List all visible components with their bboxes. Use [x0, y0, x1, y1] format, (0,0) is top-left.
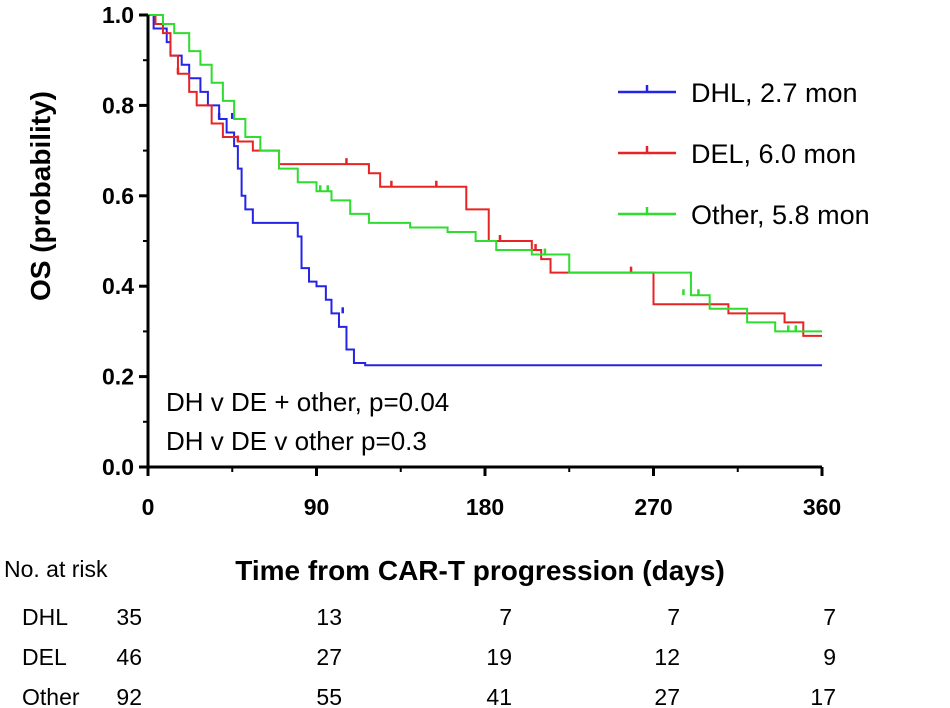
- risk-cell: 7: [823, 604, 836, 630]
- y-tick-label: 0.6: [102, 183, 134, 209]
- risk-cell: 27: [316, 644, 342, 670]
- risk-cell: 35: [116, 604, 142, 630]
- x-tick-label: 270: [634, 494, 672, 520]
- y-axis-label: OS (probability): [25, 91, 56, 301]
- risk-cell: 17: [810, 684, 836, 708]
- legend-label: Other, 5.8 mon: [691, 200, 870, 230]
- risk-cell: 7: [667, 604, 680, 630]
- risk-cell: 19: [486, 644, 512, 670]
- y-tick-label: 0.0: [102, 454, 134, 480]
- x-tick-label: 90: [304, 494, 330, 520]
- risk-row-label: DHL: [22, 604, 68, 630]
- y-tick-label: 0.4: [102, 273, 134, 299]
- risk-row-label: Other: [22, 684, 80, 708]
- risk-cell: 12: [654, 644, 680, 670]
- series-line-1: [148, 14, 822, 337]
- risk-cell: 46: [116, 644, 142, 670]
- series-line-0: [148, 14, 822, 367]
- risk-table-header: No. at risk: [4, 556, 108, 582]
- series-line-2: [148, 14, 822, 333]
- x-axis-label: Time from CAR-T progression (days): [235, 555, 725, 586]
- x-tick-label: 0: [142, 494, 155, 520]
- y-tick-label: 0.8: [102, 92, 134, 118]
- annotation-p-value-1: DH v DE + other, p=0.04: [166, 387, 449, 417]
- risk-cell: 27: [654, 684, 680, 708]
- x-tick-label: 180: [466, 494, 504, 520]
- risk-cell: 13: [316, 604, 342, 630]
- annotation-p-value-2: DH v DE v other p=0.3: [166, 426, 427, 456]
- legend: DHL, 2.7 mon DEL, 6.0 mon Other, 5.8 mon: [618, 78, 870, 230]
- y-tick-label: 0.2: [102, 364, 134, 390]
- survival-curves: [148, 14, 822, 367]
- axes: [139, 13, 824, 476]
- risk-cell: 55: [316, 684, 342, 708]
- risk-cell: 9: [823, 644, 836, 670]
- tick-labels: 0.0 0.2 0.4 0.6 0.8 1.0 0 90 180 270 360: [102, 2, 841, 520]
- legend-label: DEL, 6.0 mon: [691, 139, 856, 169]
- risk-cell: 7: [499, 604, 512, 630]
- risk-cell: 41: [486, 684, 512, 708]
- x-tick-label: 360: [803, 494, 841, 520]
- risk-table: No. at risk DHL 35 13 7 7 7 DEL 46 27 19 12 9 Other 9…: [4, 556, 836, 708]
- risk-row-label: DEL: [22, 644, 67, 670]
- y-tick-label: 1.0: [102, 2, 134, 28]
- risk-cell: 92: [116, 684, 142, 708]
- legend-label: DHL, 2.7 mon: [691, 78, 858, 108]
